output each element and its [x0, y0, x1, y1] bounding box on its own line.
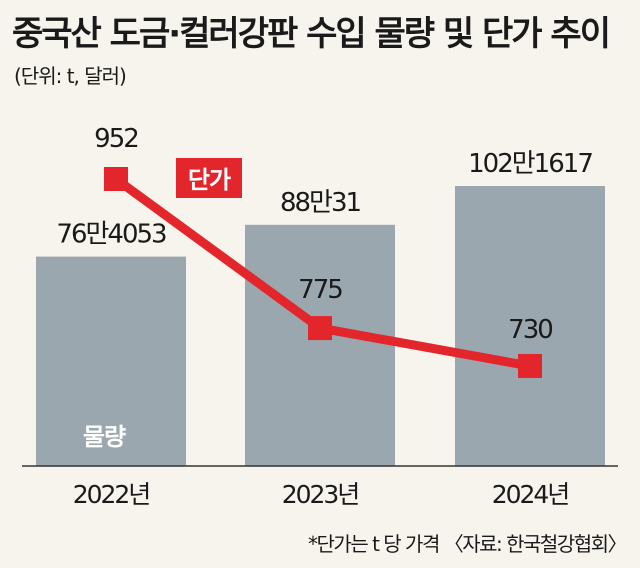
price-marker-2 [308, 316, 332, 341]
price-label-1: 952 [94, 124, 138, 154]
price-marker-group [104, 167, 542, 378]
price-legend-box [176, 158, 242, 198]
volume-bar-label-2: 88만31 [280, 188, 361, 218]
price-marker-3 [518, 354, 542, 378]
price-legend: 단가 [176, 158, 242, 198]
volume-bar-2 [245, 224, 395, 466]
bar-group [36, 186, 605, 466]
volume-bar-label-3: 102만1617 [468, 149, 592, 179]
bar-label-group: 76만4053 88만31 102만1617 [56, 149, 594, 250]
category-label-1: 2022년 [73, 480, 150, 509]
volume-bar-label-1: 76만4053 [56, 220, 166, 250]
category-label-2: 2023년 [282, 480, 359, 509]
chart-title: 중국산 도금·컬러강판 수입 물량 및 단가 추이 [12, 14, 611, 54]
price-label-group: 952 775 730 [94, 124, 554, 345]
source-note: *단가는 t 당 가격 〈자료: 한국철강협회〉 [308, 532, 627, 556]
price-label-2: 775 [298, 275, 342, 305]
price-marker-1 [104, 167, 128, 191]
price-label-3: 730 [508, 315, 552, 345]
category-label-3: 2024년 [492, 480, 569, 509]
price-legend-label: 단가 [188, 166, 231, 194]
volume-bar-1 [36, 256, 186, 466]
category-label-group: 2022년 2023년 2024년 [73, 480, 571, 509]
unit-note: (단위: t, 달러) [14, 64, 127, 88]
volume-series-label: 물량 [83, 423, 126, 451]
volume-bar-3 [455, 186, 605, 466]
